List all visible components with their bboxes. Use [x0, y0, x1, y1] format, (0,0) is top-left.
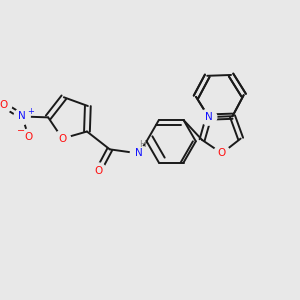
Text: H: H [140, 140, 146, 148]
Text: O: O [94, 166, 102, 176]
Text: N: N [205, 112, 212, 122]
Text: O: O [0, 100, 8, 110]
Text: N: N [18, 112, 26, 122]
Circle shape [14, 108, 30, 124]
Text: +: + [27, 107, 34, 116]
Circle shape [201, 109, 217, 125]
Circle shape [0, 97, 12, 113]
Circle shape [90, 163, 106, 179]
Text: O: O [58, 134, 67, 144]
Text: −: − [16, 126, 25, 136]
Circle shape [21, 129, 37, 145]
Circle shape [54, 130, 70, 147]
Text: O: O [218, 148, 226, 158]
Circle shape [214, 145, 230, 161]
Circle shape [130, 145, 147, 161]
Text: O: O [25, 132, 33, 142]
Text: N: N [135, 148, 142, 158]
